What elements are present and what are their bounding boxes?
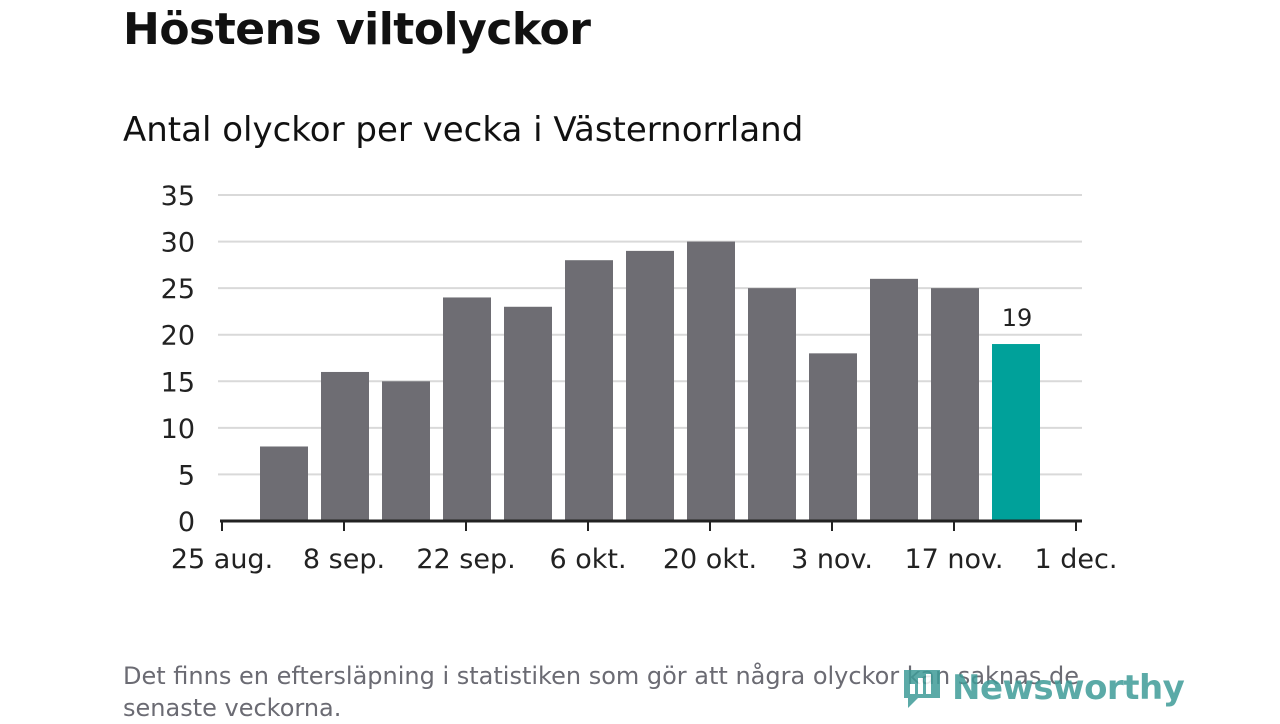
chart-title: Höstens viltolyckor	[123, 4, 591, 55]
bar	[504, 306, 552, 521]
y-tick-label: 30	[161, 228, 195, 259]
bar	[931, 288, 979, 521]
bar-highlighted	[992, 344, 1040, 521]
x-tick-label: 6 okt.	[549, 544, 626, 575]
bar	[748, 288, 796, 521]
y-tick-label: 0	[178, 507, 195, 538]
y-tick-label: 35	[161, 181, 195, 212]
x-tick-label: 25 aug.	[171, 544, 273, 575]
x-tick-label: 20 okt.	[663, 544, 757, 575]
x-tick-label: 8 sep.	[303, 544, 385, 575]
bar	[626, 250, 674, 521]
chart-subtitle: Antal olyckor per vecka i Västernorrland	[123, 110, 804, 150]
x-tick-label: 3 nov.	[791, 544, 873, 575]
bar	[443, 297, 491, 521]
bar-data-label: 19	[1002, 304, 1033, 332]
bar	[260, 446, 308, 521]
y-tick-label: 10	[161, 414, 195, 445]
y-tick-label: 15	[161, 367, 195, 398]
y-tick-label: 25	[161, 274, 195, 305]
y-tick-label: 5	[178, 460, 195, 491]
y-tick-label: 20	[161, 321, 195, 352]
newsworthy-brand-text: Newsworthy	[952, 668, 1185, 708]
bar	[382, 381, 430, 521]
bar	[870, 278, 918, 521]
x-tick-label: 1 dec.	[1035, 544, 1118, 575]
bar	[321, 371, 369, 521]
bar	[809, 353, 857, 521]
newsworthy-logo-icon	[904, 670, 940, 708]
bar-chart: 0 5 10 15 20 25 30 35 19 25 aug. 8 sep. 22 sep. 6 ok…	[161, 181, 1118, 575]
x-tick-label: 22 sep.	[416, 544, 515, 575]
x-tick-label: 17 nov.	[904, 544, 1003, 575]
newsworthy-logo: Newsworthy	[898, 664, 1185, 712]
bar	[565, 260, 613, 521]
bar	[687, 241, 735, 522]
